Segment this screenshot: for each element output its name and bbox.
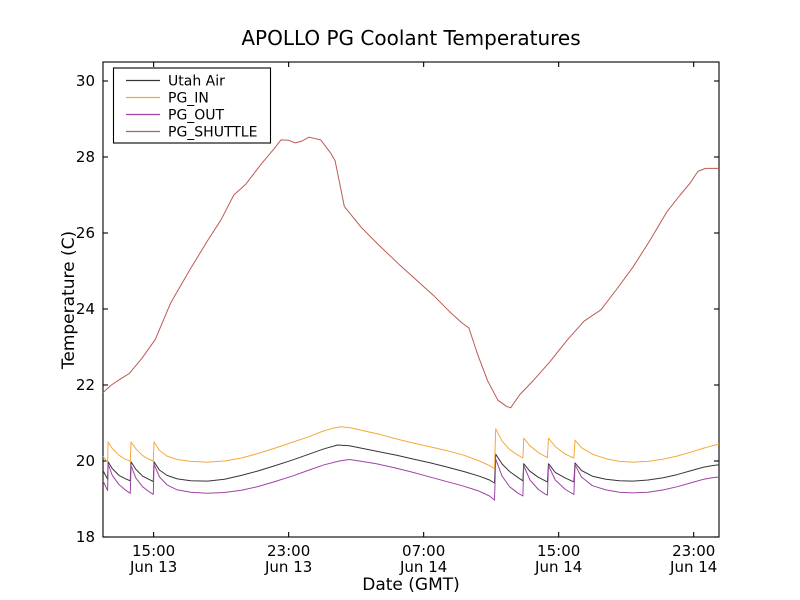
y-tick-label: 18 — [76, 528, 95, 546]
y-tick-label: 30 — [76, 72, 95, 90]
x-tick-time-label: 23:00 — [267, 542, 310, 560]
x-tick-time-label: 23:00 — [672, 542, 715, 560]
x-tick-date-label: Jun 14 — [399, 558, 447, 576]
axes-frame — [102, 61, 720, 538]
series-line-pg-in — [102, 426, 720, 470]
legend-label: PG_OUT — [168, 108, 225, 124]
series-line-pg-out — [102, 458, 720, 501]
y-axis-ticks: 18 20 22 24 26 28 30 — [76, 72, 719, 546]
legend-label: Utah Air — [168, 74, 225, 90]
legend-label: PG_IN — [168, 91, 209, 107]
plot-border — [102, 61, 720, 538]
x-tick-date-label: Jun 13 — [129, 558, 177, 576]
y-axis-label: Temperature (C) — [59, 231, 79, 370]
chart-title: APOLLO PG Coolant Temperatures — [241, 26, 580, 50]
y-tick-label: 26 — [76, 224, 95, 242]
x-tick-date-label: Jun 13 — [264, 558, 312, 576]
legend-label: PG_SHUTTLE — [168, 125, 257, 141]
series-lines — [102, 136, 720, 501]
x-tick-time-label: 15:00 — [537, 542, 580, 560]
series-line-utah-air — [102, 444, 720, 484]
x-tick-date-label: Jun 14 — [534, 558, 582, 576]
x-tick-time-label: 15:00 — [132, 542, 175, 560]
y-tick-label: 28 — [76, 148, 95, 166]
x-axis-label: Date (GMT) — [362, 575, 460, 595]
x-tick-date-label: Jun 14 — [669, 558, 717, 576]
y-tick-label: 20 — [76, 452, 95, 470]
series-line-pg-shuttle — [102, 136, 719, 409]
y-tick-label: 22 — [76, 376, 95, 394]
y-tick-label: 24 — [76, 300, 95, 318]
x-tick-time-label: 07:00 — [402, 542, 445, 560]
